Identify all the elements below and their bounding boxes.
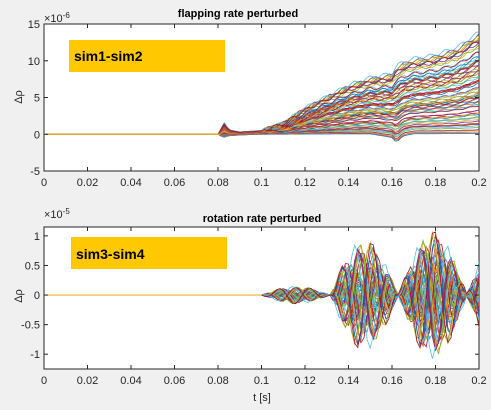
y-tick-label: -1 <box>30 349 40 361</box>
y-tick-label: 0 <box>34 290 40 302</box>
x-tick-label: 0 <box>41 177 47 189</box>
x-tick-label: 0.08 <box>207 375 228 387</box>
y-tick-label: 1 <box>34 231 40 243</box>
x-tick-label: 0.12 <box>294 375 315 387</box>
series-group <box>44 230 479 359</box>
x-tick-label: 0.06 <box>164 375 185 387</box>
y-axis-label: Δρ <box>13 90 25 104</box>
x-axis-label: t [s] <box>253 392 271 404</box>
y-tick-label: -5 <box>30 166 40 178</box>
x-tick-label: 0.06 <box>164 177 185 189</box>
x-tick-label: 0.2 <box>471 177 486 189</box>
y-exponent-label: ×10-5 <box>44 207 70 221</box>
x-tick-label: 0.12 <box>294 177 315 189</box>
annotation-label: sim1-sim2 <box>74 48 143 64</box>
subplot-flapping: flapping rate perturbed ×10-6 0 0.02 0.04 0… <box>13 8 487 189</box>
x-tick-label: 0.08 <box>207 177 228 189</box>
series-lines <box>44 31 479 142</box>
x-tick-label: 0.2 <box>471 375 486 387</box>
y-exponent-label: ×10-6 <box>44 11 70 25</box>
y-axis-label: Δρ <box>13 289 25 303</box>
series-group <box>44 31 479 142</box>
subplot-title: rotation rate perturbed <box>203 213 322 225</box>
x-tick-label: 0.1 <box>254 177 269 189</box>
y-tick-label: -0.5 <box>21 320 40 332</box>
x-tick-label: 0 <box>41 375 47 387</box>
annotation-label: sim3-sim4 <box>76 246 145 262</box>
x-tick-label: 0.04 <box>120 177 141 189</box>
x-tick-label: 0.14 <box>338 375 359 387</box>
x-tick-label: 0.14 <box>338 177 359 189</box>
series-lines <box>44 230 479 359</box>
x-tick-label: 0.18 <box>425 177 446 189</box>
x-tick-label: 0.18 <box>425 375 446 387</box>
x-tick-label: 0.16 <box>381 177 402 189</box>
x-tick-label: 0.02 <box>77 177 98 189</box>
y-tick-label: 5 <box>34 93 40 105</box>
y-tick-label: 0 <box>34 129 40 141</box>
x-tick-label: 0.04 <box>120 375 141 387</box>
axis-ticks: 0 0.02 0.04 0.06 0.08 0.1 0.12 0.14 0.16 0.18 0.2 -… <box>28 19 487 189</box>
x-tick-label: 0.1 <box>254 375 269 387</box>
subplot-rotation: rotation rate perturbed ×10-5 0 0.02 0.04 0… <box>13 207 487 404</box>
y-tick-label: 15 <box>28 19 40 31</box>
subplot-title: flapping rate perturbed <box>178 8 298 20</box>
x-tick-label: 0.16 <box>381 375 402 387</box>
axis-ticks: 0 0.02 0.04 0.06 0.08 0.1 0.12 0.14 0.16 0.18 0.2 -… <box>21 227 487 387</box>
y-tick-label: 0.5 <box>25 260 40 272</box>
y-tick-label: 10 <box>28 56 40 68</box>
x-tick-label: 0.02 <box>77 375 98 387</box>
annotation-box <box>69 40 225 72</box>
annotation-box <box>71 237 227 269</box>
